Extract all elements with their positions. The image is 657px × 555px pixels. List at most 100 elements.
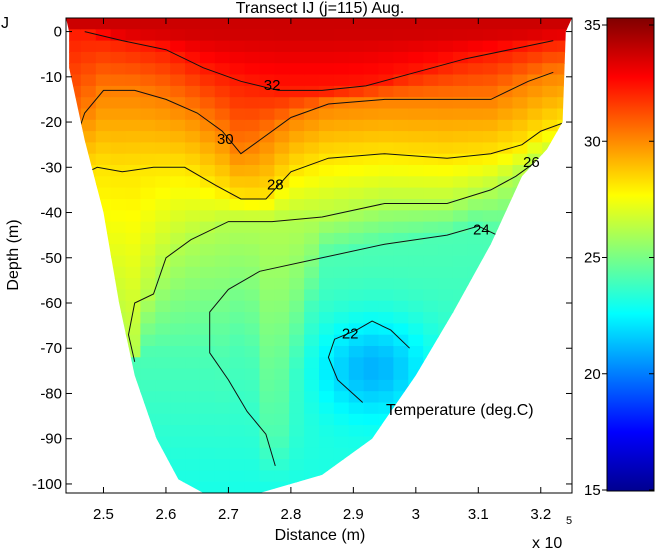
temperature-cell bbox=[438, 165, 454, 178]
temperature-cell bbox=[393, 199, 410, 212]
temperature-cell bbox=[125, 278, 142, 291]
temperature-cell bbox=[557, 232, 572, 245]
temperature-cell bbox=[348, 312, 365, 325]
temperature-cell bbox=[155, 221, 171, 234]
temperature-cell bbox=[304, 232, 320, 245]
temperature-cell bbox=[66, 402, 82, 415]
temperature-cell bbox=[199, 108, 216, 121]
temperature-cell bbox=[512, 232, 529, 245]
temperature-cell bbox=[482, 289, 499, 302]
temperature-cell bbox=[110, 74, 127, 87]
temperature-cell bbox=[497, 29, 514, 42]
temperature-cell bbox=[348, 108, 365, 121]
temperature-cell bbox=[199, 334, 216, 347]
temperature-cell bbox=[408, 266, 424, 279]
temperature-cell bbox=[214, 40, 231, 53]
temperature-cell bbox=[304, 289, 320, 302]
temperature-cell bbox=[95, 312, 112, 325]
temperature-cell bbox=[66, 413, 82, 426]
temperature-cell bbox=[125, 300, 142, 313]
temperature-cell bbox=[423, 334, 439, 347]
temperature-cell bbox=[185, 459, 201, 472]
chart-title: Transect IJ (j=115) Aug. bbox=[236, 0, 405, 17]
temperature-cell bbox=[66, 108, 82, 121]
temperature-cell bbox=[199, 210, 216, 223]
temperature-cell bbox=[66, 97, 82, 110]
temperature-cell bbox=[289, 413, 305, 426]
temperature-cell bbox=[110, 300, 127, 313]
contour-label-30: 30 bbox=[217, 131, 234, 148]
temperature-cell bbox=[467, 481, 484, 493]
temperature-cell bbox=[527, 108, 544, 121]
temperature-cell bbox=[199, 357, 216, 370]
temperature-cell bbox=[80, 29, 97, 42]
temperature-cell bbox=[378, 187, 395, 200]
temperature-cell bbox=[512, 459, 529, 472]
temperature-cell bbox=[229, 334, 246, 347]
temperature-cell bbox=[527, 51, 544, 64]
temperature-cell bbox=[393, 312, 410, 325]
temperature-cell bbox=[110, 255, 127, 268]
temperature-cell bbox=[170, 221, 186, 234]
temperature-cell bbox=[125, 289, 142, 302]
temperature-cell bbox=[274, 447, 291, 460]
temperature-cell bbox=[140, 97, 157, 110]
temperature-cell bbox=[304, 18, 320, 31]
temperature-cell bbox=[229, 346, 246, 359]
temperature-cell bbox=[214, 176, 231, 189]
temperature-cell bbox=[229, 425, 246, 438]
temperature-cell bbox=[557, 221, 572, 234]
temperature-cell bbox=[185, 334, 201, 347]
temperature-cell bbox=[199, 391, 216, 404]
temperature-cell bbox=[170, 63, 186, 76]
temperature-cell bbox=[557, 187, 572, 200]
temperature-cell bbox=[527, 436, 544, 449]
temperature-cell bbox=[452, 266, 469, 279]
temperature-cell bbox=[229, 255, 246, 268]
temperature-cell bbox=[452, 74, 469, 87]
temperature-cell bbox=[527, 131, 544, 144]
temperature-cell bbox=[467, 470, 484, 483]
temperature-cell bbox=[393, 29, 410, 42]
temperature-cell bbox=[408, 447, 424, 460]
temperature-cell bbox=[527, 40, 544, 53]
temperature-cell bbox=[333, 199, 350, 212]
temperature-cell bbox=[110, 199, 127, 212]
temperature-cell bbox=[170, 210, 186, 223]
temperature-cell bbox=[110, 244, 127, 257]
temperature-cell bbox=[155, 85, 171, 98]
temperature-cell bbox=[155, 289, 171, 302]
temperature-cell bbox=[482, 447, 499, 460]
temperature-cell bbox=[155, 119, 171, 132]
temperature-cell bbox=[557, 85, 572, 98]
temperature-cell bbox=[542, 481, 558, 493]
temperature-cell bbox=[289, 131, 305, 144]
temperature-cell bbox=[423, 300, 439, 313]
temperature-cell bbox=[66, 187, 82, 200]
temperature-cell bbox=[423, 51, 439, 64]
contour-line-24 bbox=[209, 225, 498, 467]
temperature-cell bbox=[542, 357, 558, 370]
temperature-cell bbox=[66, 85, 82, 98]
temperature-cell bbox=[185, 131, 201, 144]
temperature-cell bbox=[140, 413, 157, 426]
temperature-cell bbox=[467, 165, 484, 178]
temperature-cell bbox=[66, 379, 82, 392]
temperature-cell bbox=[289, 289, 305, 302]
temperature-cell bbox=[438, 199, 454, 212]
temperature-cell bbox=[319, 108, 335, 121]
x-tick-label: 2.9 bbox=[343, 506, 364, 523]
temperature-cell bbox=[170, 447, 186, 460]
temperature-cell bbox=[423, 187, 439, 200]
temperature-cell bbox=[80, 334, 97, 347]
temperature-cell bbox=[214, 232, 231, 245]
temperature-cell bbox=[199, 413, 216, 426]
temperature-cell bbox=[304, 447, 320, 460]
temperature-cell bbox=[244, 357, 261, 370]
temperature-cell bbox=[423, 357, 439, 370]
temperature-cell bbox=[408, 29, 424, 42]
temperature-cell bbox=[289, 379, 305, 392]
temperature-cell bbox=[557, 18, 572, 31]
temperature-cell bbox=[319, 255, 335, 268]
temperature-cell bbox=[438, 244, 454, 257]
